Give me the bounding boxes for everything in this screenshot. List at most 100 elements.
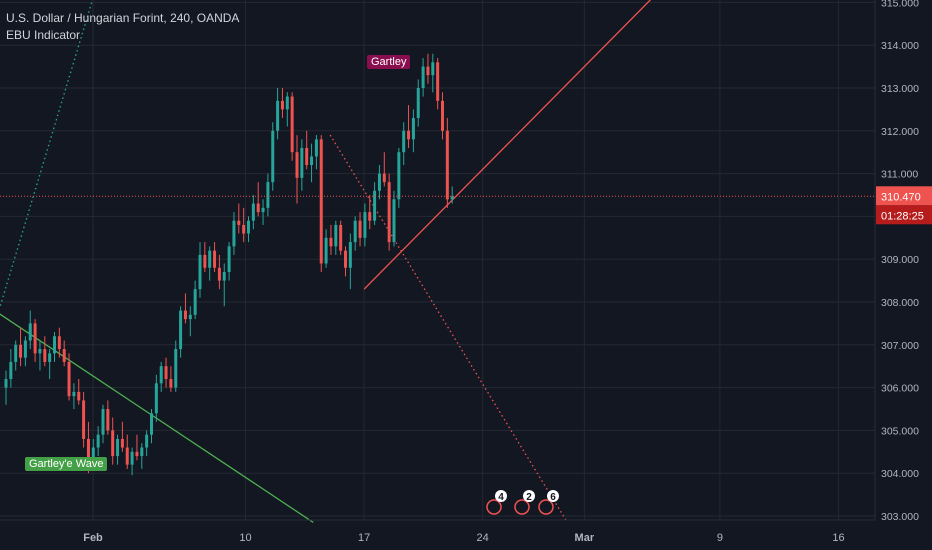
candle-down <box>368 212 372 221</box>
event-marker-icon <box>538 499 554 515</box>
candle-down <box>169 379 173 388</box>
candle-down <box>441 100 444 131</box>
candle-up <box>130 451 134 465</box>
candle-down <box>183 310 187 320</box>
candle-down <box>290 96 294 153</box>
candle-up <box>373 190 377 221</box>
last-price-tag: 310.470 01:28:25 <box>876 186 932 225</box>
gartley-wave-label[interactable]: Gartley'e Wave <box>25 457 108 471</box>
candle-down <box>77 391 81 401</box>
time-axis: Feb 10 17 24 Mar 9 16 <box>83 532 844 544</box>
countdown-badge <box>876 205 932 225</box>
candle-down <box>86 438 90 461</box>
candle-up <box>14 344 18 362</box>
event-count-label: 6 <box>550 492 556 503</box>
candle-down <box>67 361 71 397</box>
time-tick-label: 10 <box>239 532 251 544</box>
candle-down <box>426 66 430 76</box>
candle-down <box>203 254 207 268</box>
price-tick-label: 305.000 <box>881 425 919 437</box>
event-count-badge <box>523 490 535 502</box>
price-tick-label: 304.000 <box>881 468 919 480</box>
candle-up <box>314 139 318 157</box>
event-count-label: 2 <box>526 492 532 503</box>
price-tick-label: 307.000 <box>881 340 919 352</box>
candle-up <box>179 310 183 350</box>
event-count-badge <box>495 490 507 502</box>
candle-down <box>295 152 299 178</box>
candle-down <box>305 147 309 166</box>
candle-up <box>208 250 212 268</box>
time-tick-label: Mar <box>575 532 595 544</box>
candle-down <box>57 336 61 350</box>
price-tick-label: 311.000 <box>881 169 918 181</box>
indicator-name[interactable]: EBU Indicator <box>6 28 81 42</box>
candle-up <box>48 353 52 362</box>
candle-down <box>339 224 343 251</box>
bar-countdown: 01:28:25 <box>881 210 924 222</box>
candle-up <box>276 100 280 131</box>
candlestick-series <box>4 53 454 476</box>
chart-grid <box>0 0 875 520</box>
candle-up <box>247 220 250 234</box>
candle-up <box>150 413 153 435</box>
chart-legend: U.S. Dollar / Hungarian Forint, 240, OAN… <box>6 10 239 44</box>
candle-up <box>188 314 192 320</box>
price-tick-label: 312.000 <box>881 126 919 138</box>
candle-up <box>53 336 56 354</box>
candle-up <box>23 340 27 358</box>
candle-up <box>348 242 352 268</box>
candle-down <box>111 430 115 457</box>
candle-down <box>382 173 386 183</box>
candle-up <box>392 199 396 243</box>
gartley-label[interactable]: Gartley <box>367 55 411 69</box>
time-tick-label: 17 <box>358 532 370 544</box>
candle-down <box>33 323 37 354</box>
price-tick-label: 315.000 <box>881 0 919 9</box>
candle-up <box>402 130 406 153</box>
candle-up <box>193 289 197 315</box>
candle-up <box>72 391 76 397</box>
candle-up <box>232 220 236 247</box>
candle-down <box>358 220 362 238</box>
candle-up <box>334 224 338 247</box>
candle-up <box>91 447 95 461</box>
candle-down <box>280 100 284 110</box>
candle-up <box>310 156 314 166</box>
candle-up <box>198 254 202 290</box>
candle-down <box>319 139 323 264</box>
candle-down <box>387 182 391 243</box>
price-tick-label: 313.000 <box>881 83 919 95</box>
candle-up <box>397 152 401 200</box>
candle-up <box>261 207 265 213</box>
candle-down <box>43 349 47 362</box>
candle-up <box>450 196 454 200</box>
candle-up <box>96 434 100 448</box>
candle-up <box>431 62 435 76</box>
candle-down <box>135 451 139 457</box>
candle-up <box>251 203 255 221</box>
price-tick-label: 308.000 <box>881 297 919 309</box>
event-marker-icon <box>514 499 530 515</box>
candle-up <box>416 88 420 118</box>
candle-up <box>145 434 149 448</box>
price-axis: 303.000 304.000 305.000 306.000 307.000 308.0… <box>881 0 919 523</box>
candle-down <box>106 409 110 431</box>
last-price-value: 310.470 <box>881 191 921 203</box>
candle-up <box>353 220 357 243</box>
candle-down <box>407 130 411 140</box>
candle-up <box>377 173 381 191</box>
candle-down <box>217 267 221 281</box>
event-count-badge <box>547 490 559 502</box>
candle-up <box>9 361 13 380</box>
symbol-title[interactable]: U.S. Dollar / Hungarian Forint, 240, OAN… <box>6 11 240 25</box>
price-tick-label: 306.000 <box>881 383 919 395</box>
candle-up <box>411 117 415 140</box>
candle-up <box>101 409 105 435</box>
candle-up <box>324 237 328 264</box>
candle-down <box>344 250 347 268</box>
candle-up <box>174 349 178 388</box>
candle-up <box>266 182 270 208</box>
price-tick-label: 309.000 <box>881 254 919 266</box>
